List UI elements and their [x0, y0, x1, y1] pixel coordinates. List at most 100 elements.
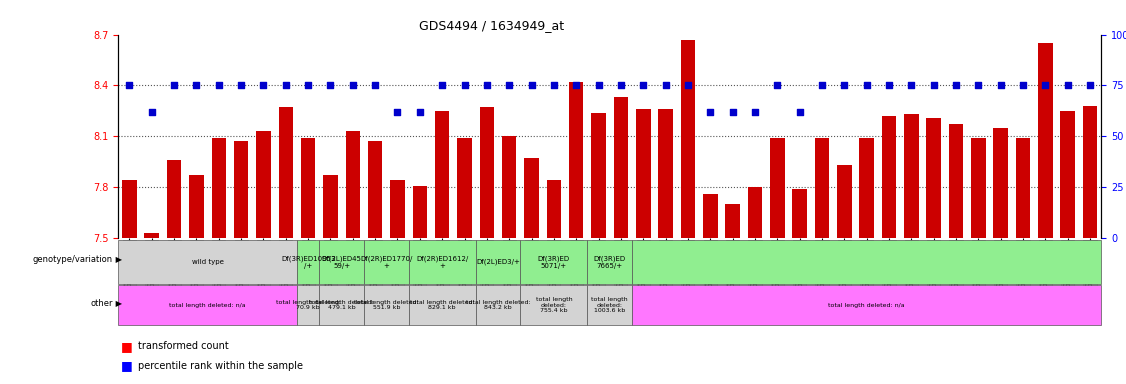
- Point: [656, 83, 674, 89]
- Bar: [1083, 106, 1098, 238]
- Bar: [475, 240, 520, 284]
- Bar: [1016, 138, 1030, 238]
- Bar: [212, 138, 226, 238]
- Bar: [815, 138, 829, 238]
- Point: [120, 83, 138, 89]
- Point: [924, 83, 942, 89]
- Bar: [257, 131, 270, 238]
- Point: [477, 83, 495, 89]
- Bar: [793, 189, 807, 238]
- Point: [611, 83, 629, 89]
- Point: [277, 83, 295, 89]
- Bar: [118, 285, 297, 325]
- Point: [522, 83, 540, 89]
- Text: total length
deleted:
1003.6 kb: total length deleted: 1003.6 kb: [591, 297, 628, 313]
- Text: Df(2L)ED45
59/+: Df(2L)ED45 59/+: [322, 255, 361, 269]
- Point: [1036, 83, 1054, 89]
- Text: total length deleted: n/a: total length deleted: n/a: [829, 303, 905, 308]
- Point: [768, 83, 786, 89]
- Bar: [480, 108, 494, 238]
- Text: transformed count: transformed count: [138, 341, 230, 351]
- Bar: [502, 136, 517, 238]
- Text: percentile rank within the sample: percentile rank within the sample: [138, 361, 304, 371]
- Point: [166, 83, 184, 89]
- Bar: [320, 285, 364, 325]
- Bar: [118, 240, 297, 284]
- Text: total length deleted:
479.1 kb: total length deleted: 479.1 kb: [310, 300, 374, 311]
- Text: total length deleted:
70.9 kb: total length deleted: 70.9 kb: [276, 300, 340, 311]
- Title: GDS4494 / 1634949_at: GDS4494 / 1634949_at: [419, 19, 564, 32]
- Bar: [457, 138, 472, 238]
- Bar: [475, 285, 520, 325]
- Bar: [234, 141, 249, 238]
- Bar: [520, 240, 588, 284]
- Text: ▶: ▶: [113, 299, 122, 308]
- Point: [388, 109, 406, 115]
- Text: Df(2R)ED1612/
+: Df(2R)ED1612/ +: [415, 255, 468, 269]
- Point: [634, 83, 652, 89]
- Bar: [144, 233, 159, 238]
- Point: [545, 83, 563, 89]
- Text: total length deleted:
843.2 kb: total length deleted: 843.2 kb: [466, 300, 530, 311]
- Bar: [409, 285, 475, 325]
- Point: [143, 109, 161, 115]
- Text: total length
deleted:
755.4 kb: total length deleted: 755.4 kb: [536, 297, 572, 313]
- Point: [858, 83, 876, 89]
- Point: [969, 83, 988, 89]
- Point: [456, 83, 474, 89]
- Point: [321, 83, 339, 89]
- Bar: [927, 118, 941, 238]
- Bar: [546, 180, 561, 238]
- Point: [881, 83, 899, 89]
- Bar: [301, 138, 315, 238]
- Text: ■: ■: [120, 359, 132, 372]
- Bar: [297, 240, 320, 284]
- Bar: [659, 109, 673, 238]
- Bar: [770, 138, 785, 238]
- Text: Df(2R)ED1770/
+: Df(2R)ED1770/ +: [360, 255, 412, 269]
- Point: [366, 83, 384, 89]
- Text: total length deleted: n/a: total length deleted: n/a: [169, 303, 245, 308]
- Point: [724, 109, 742, 115]
- Bar: [1038, 43, 1053, 238]
- Bar: [725, 204, 740, 238]
- Point: [300, 83, 318, 89]
- Text: wild type: wild type: [191, 259, 224, 265]
- Bar: [588, 285, 632, 325]
- Point: [590, 83, 608, 89]
- Bar: [525, 158, 539, 238]
- Bar: [703, 194, 717, 238]
- Point: [1015, 83, 1033, 89]
- Bar: [278, 108, 293, 238]
- Point: [1058, 83, 1076, 89]
- Point: [813, 83, 831, 89]
- Bar: [949, 124, 963, 238]
- Text: other: other: [90, 299, 113, 308]
- Bar: [412, 185, 427, 238]
- Bar: [680, 40, 695, 238]
- Point: [679, 83, 697, 89]
- Point: [902, 83, 920, 89]
- Text: total length deleted:
829.1 kb: total length deleted: 829.1 kb: [410, 300, 474, 311]
- Bar: [364, 285, 409, 325]
- Bar: [167, 160, 181, 238]
- Point: [254, 83, 272, 89]
- Bar: [632, 240, 1101, 284]
- Bar: [346, 131, 360, 238]
- Bar: [569, 82, 583, 238]
- Bar: [614, 97, 628, 238]
- Bar: [748, 187, 762, 238]
- Text: Df(2L)ED3/+: Df(2L)ED3/+: [476, 259, 520, 265]
- Bar: [904, 114, 919, 238]
- Bar: [882, 116, 896, 238]
- Bar: [435, 111, 449, 238]
- Point: [835, 83, 854, 89]
- Point: [187, 83, 205, 89]
- Point: [434, 83, 452, 89]
- Text: total length deleted:
551.9 kb: total length deleted: 551.9 kb: [354, 300, 419, 311]
- Bar: [591, 113, 606, 238]
- Bar: [297, 285, 320, 325]
- Text: ■: ■: [120, 340, 132, 353]
- Point: [745, 109, 763, 115]
- Text: Df(3R)ED
7665/+: Df(3R)ED 7665/+: [593, 255, 626, 269]
